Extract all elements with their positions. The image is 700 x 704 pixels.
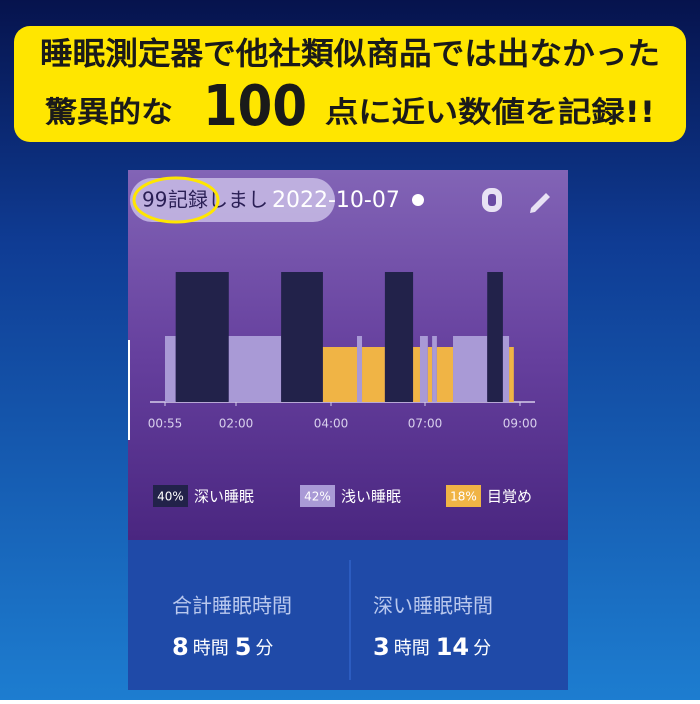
sleep-segment [453,336,488,402]
sleep-segment [413,347,420,402]
sleep-segment [228,336,282,402]
banner [14,26,686,142]
x-tick-label: 09:00 [503,417,538,431]
app-stats-panel [128,540,568,690]
watch-icon-face [488,194,496,206]
sleep-segment [509,347,514,402]
legend-value: 18% [450,490,477,504]
banner-line1: 睡眠測定器で他社類似商品では出なかった [40,37,660,73]
stat-card: 深い睡眠時間 3 時間 14 分 [373,594,493,662]
stat-label: 深い睡眠時間 [373,594,493,618]
legend-value: 42% [304,490,331,504]
x-tick-label: 07:00 [408,417,443,431]
stat-minutes: 5 [235,633,252,661]
sleep-segment [175,272,229,402]
banner-line2-end: 点に近い数値を記録!! [325,95,655,129]
legend-name: 深い睡眠 [194,488,254,506]
sleep-segment [419,336,428,402]
stat-minutes-unit: 分 [473,638,491,659]
sleep-segment [357,336,363,402]
stat-hours-unit: 時間 [394,638,430,659]
banner-number: 100 [203,74,307,139]
date-dropdown-icon[interactable] [412,194,424,206]
sleep-segment [322,347,358,402]
score: 99 [142,188,167,212]
sleep-segment [432,336,437,402]
highlight-circle [132,176,220,224]
sleep-segment [427,347,433,402]
stat-hours: 8 [172,633,189,661]
chart-marks: 00:55 02:00 04:00 07:00 09:00 40% 深い睡眠 42% 浅い睡眠 1… [148,272,538,507]
legend-swatch [300,485,335,507]
stat-hours-unit: 時間 [193,638,229,659]
sleep-segment [281,272,323,402]
legend-value: 40% [157,490,184,504]
legend-name: 目覚め [487,488,532,506]
stat-hours: 3 [373,633,390,661]
banner-line2-start: 驚異的な [45,95,173,129]
edit-icon[interactable] [530,193,550,213]
stat-minutes-unit: 分 [255,638,273,659]
stat-minutes: 14 [436,633,469,661]
legend-name: 浅い睡眠 [341,488,401,506]
score-pill[interactable] [130,178,335,222]
sleep-segment [502,336,510,402]
x-tick-label: 04:00 [314,417,349,431]
sleep-segment [165,336,176,402]
sleep-segment [487,272,503,402]
sleep-segment [436,347,454,402]
legend-swatch [153,485,188,507]
stat-card: 合計睡眠時間 8 時間 5 分 [172,594,292,662]
x-tick-label: 00:55 [148,417,183,431]
legend-swatch [446,485,481,507]
x-tick-label: 02:00 [219,417,254,431]
date[interactable]: 2022-10-07 [272,188,400,213]
sleep-segment [384,272,414,402]
stat-label: 合計睡眠時間 [172,594,292,618]
sleep-segment [362,347,385,402]
